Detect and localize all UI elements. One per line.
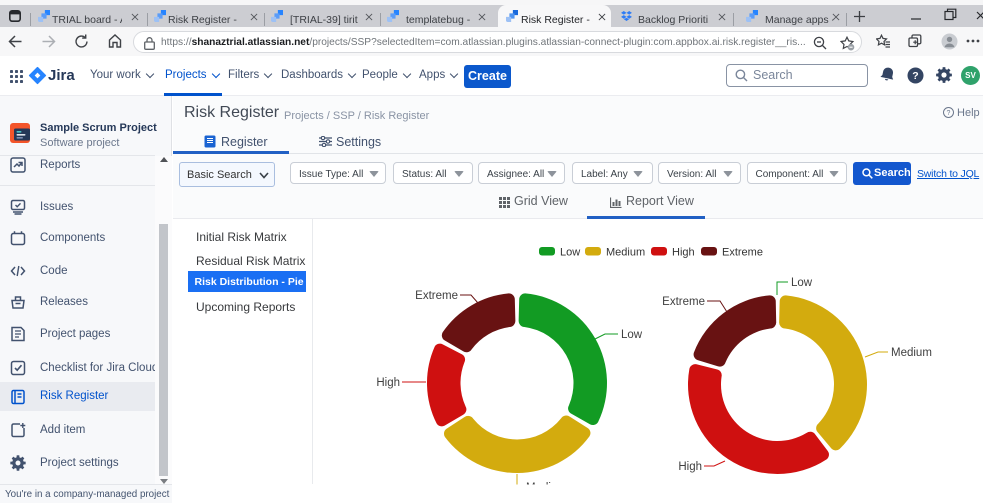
svg-text:High: High xyxy=(672,247,695,259)
svg-text:High: High xyxy=(678,461,702,473)
svg-text:Extreme: Extreme xyxy=(662,296,705,308)
svg-text:Low: Low xyxy=(791,277,813,289)
svg-text:Medium: Medium xyxy=(606,247,645,259)
svg-text:Extreme: Extreme xyxy=(722,247,763,259)
svg-text:Low: Low xyxy=(560,247,580,259)
svg-text:High: High xyxy=(376,377,400,389)
svg-text:?: ? xyxy=(947,110,951,117)
svg-text:Low: Low xyxy=(621,329,643,341)
svg-text:?: ? xyxy=(912,70,918,82)
svg-text:Medium: Medium xyxy=(891,347,932,359)
svg-text:Extreme: Extreme xyxy=(415,290,458,302)
